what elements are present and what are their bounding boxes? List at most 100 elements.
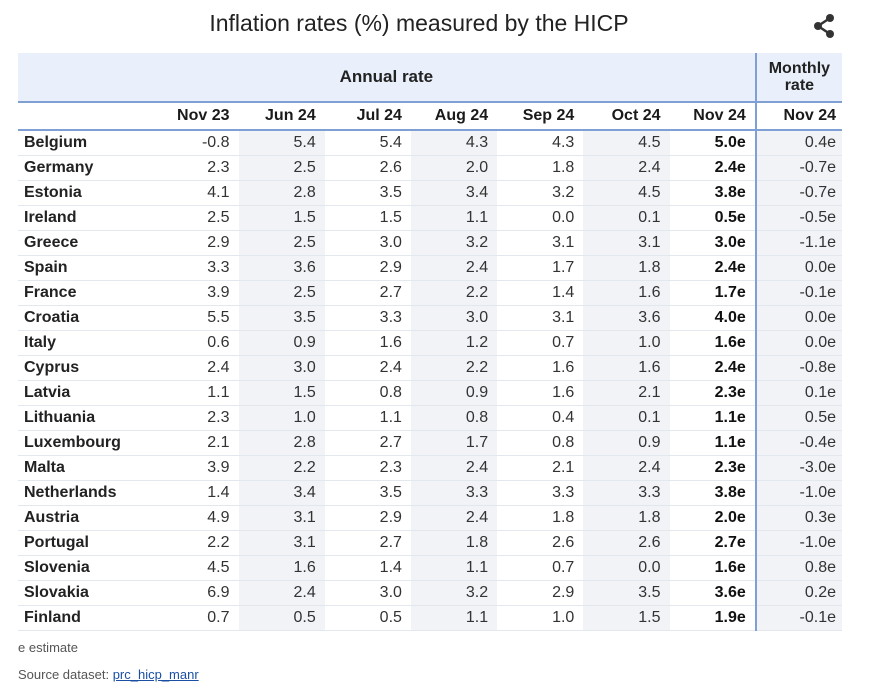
value-cell: 1.1	[410, 205, 498, 231]
value-cell: 1.7	[410, 430, 498, 456]
value-cell: 0.8	[410, 405, 498, 431]
value-cell: 3.1	[583, 230, 670, 256]
value-cell: 3.2	[410, 580, 498, 606]
value-cell: 3.5	[324, 480, 411, 506]
value-cell: 4.3	[497, 130, 584, 156]
country-cell: Finland	[18, 605, 153, 631]
country-cell: Luxembourg	[18, 430, 153, 456]
column-header: Sep 24	[497, 102, 584, 131]
value-cell: 2.4e	[669, 255, 756, 281]
header-group-row: Annual rate Monthly rate	[18, 53, 842, 103]
inflation-table: Annual rate Monthly rate Nov 23 Jun 24 J…	[18, 53, 842, 631]
value-cell: 1.6	[324, 330, 411, 356]
value-cell: 2.0	[410, 155, 498, 181]
value-cell: 1.5	[324, 205, 411, 231]
share-icon[interactable]	[811, 12, 839, 40]
value-cell: 2.5	[152, 205, 239, 231]
country-cell: Slovakia	[18, 580, 153, 606]
value-cell: 2.3	[152, 405, 239, 431]
value-cell: 1.8	[410, 530, 498, 556]
country-cell: Malta	[18, 455, 153, 481]
value-cell: 0.8e	[754, 555, 842, 581]
value-cell: 2.7	[324, 430, 411, 456]
value-cell: 0.5	[324, 605, 411, 631]
value-cell: 3.6	[238, 255, 325, 281]
country-cell: Portugal	[18, 530, 153, 556]
share-button[interactable]	[811, 12, 839, 40]
value-cell: 1.6e	[669, 330, 756, 356]
country-cell: Germany	[18, 155, 153, 181]
table-row: Lithuania 2.3 1.0 1.1 0.8 0.4 0.1 1.1e 0.5e	[18, 405, 842, 431]
source-dataset-link[interactable]: prc_hicp_manr	[112, 667, 199, 682]
value-cell: 4.3	[410, 130, 498, 156]
value-cell: -0.1e	[754, 280, 842, 306]
country-cell: Austria	[18, 505, 153, 531]
value-cell: 4.5	[152, 555, 239, 581]
table-row: Luxembourg 2.1 2.8 2.7 1.7 0.8 0.9 1.1e -0.4e	[18, 430, 842, 456]
value-cell: 1.1	[152, 380, 239, 406]
value-cell: 0.9	[583, 430, 670, 456]
value-cell: 0.0e	[754, 305, 842, 331]
value-cell: 3.1	[497, 305, 584, 331]
value-cell: 2.4	[410, 505, 498, 531]
value-cell: 0.9	[410, 380, 498, 406]
value-cell: 4.0e	[669, 305, 756, 331]
value-cell: 0.8	[324, 380, 411, 406]
value-cell: 2.5	[238, 155, 325, 181]
value-cell: 2.3	[152, 155, 239, 181]
value-cell: 0.2e	[754, 580, 842, 606]
value-cell: 3.9	[152, 280, 239, 306]
value-cell: 2.3e	[669, 455, 756, 481]
value-cell: 1.8	[583, 255, 670, 281]
value-cell: 3.5	[324, 180, 411, 206]
value-cell: 0.1	[583, 405, 670, 431]
table-row: Greece 2.9 2.5 3.0 3.2 3.1 3.1 3.0e -1.1e	[18, 230, 842, 256]
value-cell: 1.6e	[669, 555, 756, 581]
country-cell: Netherlands	[18, 480, 153, 506]
monthly-rate-header: Monthly rate	[754, 53, 842, 103]
value-cell: 2.5	[238, 230, 325, 256]
table-row: Spain 3.3 3.6 2.9 2.4 1.7 1.8 2.4e 0.0e	[18, 255, 842, 281]
value-cell: 3.3	[497, 480, 584, 506]
column-header: Nov 24	[669, 102, 756, 131]
value-cell: 5.0e	[669, 130, 756, 156]
value-cell: 0.5	[238, 605, 325, 631]
value-cell: 2.4	[583, 455, 670, 481]
country-cell: Greece	[18, 230, 153, 256]
value-cell: 0.4e	[754, 130, 842, 156]
value-cell: 1.6	[497, 380, 584, 406]
value-cell: 2.4	[152, 355, 239, 381]
value-cell: 3.5	[583, 580, 670, 606]
table-row: Netherlands 1.4 3.4 3.5 3.3 3.3 3.3 3.8e -1.0e	[18, 480, 842, 506]
value-cell: 2.7	[324, 280, 411, 306]
country-column-header	[18, 102, 153, 131]
table-row: Latvia 1.1 1.5 0.8 0.9 1.6 2.1 2.3e 0.1e	[18, 380, 842, 406]
value-cell: 0.4	[497, 405, 584, 431]
country-cell: Ireland	[18, 205, 153, 231]
value-cell: -0.7e	[754, 155, 842, 181]
value-cell: 0.0e	[754, 330, 842, 356]
table-row: Portugal 2.2 3.1 2.7 1.8 2.6 2.6 2.7e -1.0e	[18, 530, 842, 556]
column-header: Nov 24	[754, 102, 842, 131]
value-cell: 0.7	[497, 330, 584, 356]
value-cell: 3.1	[238, 530, 325, 556]
value-cell: 2.5	[238, 280, 325, 306]
value-cell: 1.8	[497, 505, 584, 531]
value-cell: 2.2	[410, 280, 498, 306]
country-cell: Slovenia	[18, 555, 153, 581]
value-cell: -0.8e	[754, 355, 842, 381]
value-cell: 5.4	[238, 130, 325, 156]
value-cell: 2.2	[410, 355, 498, 381]
value-cell: 1.6	[583, 355, 670, 381]
table-row: Finland 0.7 0.5 0.5 1.1 1.0 1.5 1.9e -0.1e	[18, 605, 842, 631]
value-cell: 1.1e	[669, 405, 756, 431]
value-cell: 2.1	[583, 380, 670, 406]
value-cell: 1.4	[152, 480, 239, 506]
value-cell: 1.8	[583, 505, 670, 531]
value-cell: 3.4	[238, 480, 325, 506]
value-cell: 3.0	[324, 580, 411, 606]
value-cell: 1.5	[238, 380, 325, 406]
country-cell: Lithuania	[18, 405, 153, 431]
table-row: Germany 2.3 2.5 2.6 2.0 1.8 2.4 2.4e -0.7e	[18, 155, 842, 181]
value-cell: 1.1	[410, 605, 498, 631]
